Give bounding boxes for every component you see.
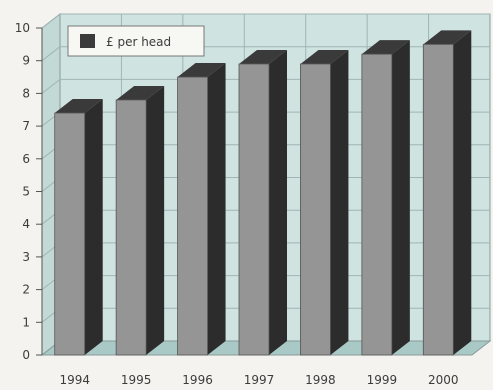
bar-front-face bbox=[54, 112, 86, 356]
x-tick-label: 2000 bbox=[428, 373, 459, 387]
bar-front-face bbox=[238, 63, 270, 356]
y-tick-label: 5 bbox=[22, 185, 30, 199]
bar-side-face bbox=[84, 99, 103, 356]
y-tick-label: 10 bbox=[15, 21, 30, 35]
y-tick-label: 1 bbox=[22, 315, 30, 329]
side-gridline bbox=[41, 13, 61, 29]
y-tick-label: 4 bbox=[22, 217, 30, 231]
x-tick-label: 1994 bbox=[59, 373, 90, 387]
bar-series bbox=[54, 30, 472, 356]
side-gridline bbox=[41, 46, 61, 62]
bar-top-face bbox=[239, 49, 287, 64]
bar bbox=[422, 30, 472, 356]
bar-side-face bbox=[330, 49, 349, 355]
y-tick-label: 3 bbox=[22, 250, 30, 264]
x-tick-label: 1996 bbox=[182, 373, 213, 387]
y-tick-label: 6 bbox=[22, 152, 30, 166]
y-tick-label: 7 bbox=[22, 119, 30, 133]
bar-top-face bbox=[423, 30, 472, 45]
bar-front-face bbox=[422, 43, 454, 356]
y-axis: 0 1 2 3 4 5 6 7 8 9 10 bbox=[15, 21, 43, 362]
y-tick-label: 8 bbox=[22, 86, 30, 100]
bar bbox=[238, 49, 287, 356]
bar-side-face bbox=[391, 40, 410, 355]
side-gridline bbox=[41, 79, 61, 94]
bar bbox=[177, 63, 226, 356]
bar-top-face bbox=[361, 40, 410, 55]
y-tick-label: 2 bbox=[22, 283, 30, 297]
x-tick-label: 1995 bbox=[121, 373, 152, 387]
bar-top-face bbox=[300, 49, 349, 64]
legend: £ per head bbox=[67, 25, 205, 57]
x-axis: 1994 1995 1996 1997 1998 1999 2000 bbox=[59, 373, 458, 387]
bar-side-face bbox=[146, 85, 165, 355]
x-tick-label: 1999 bbox=[367, 373, 398, 387]
bar-front-face bbox=[300, 63, 331, 356]
bar bbox=[300, 49, 349, 356]
bar-front-face bbox=[361, 53, 393, 356]
bar-side-face bbox=[269, 49, 287, 355]
bar-front-face bbox=[177, 76, 208, 356]
y-tick-label: 9 bbox=[22, 54, 30, 68]
x-tick-label: 1998 bbox=[305, 373, 336, 387]
legend-swatch bbox=[80, 34, 95, 48]
bar bbox=[54, 99, 103, 356]
y-tick-label: 0 bbox=[22, 348, 30, 362]
bar-side-face bbox=[207, 63, 226, 356]
bar-front-face bbox=[115, 99, 147, 356]
x-tick-label: 1997 bbox=[244, 373, 275, 387]
legend-label: £ per head bbox=[106, 35, 171, 49]
bar-top-face bbox=[177, 63, 226, 78]
bar bbox=[361, 40, 410, 356]
bar-top-face bbox=[116, 85, 165, 100]
bar-top-face bbox=[54, 99, 103, 114]
bar-side-face bbox=[453, 30, 472, 355]
bar bbox=[115, 85, 165, 356]
